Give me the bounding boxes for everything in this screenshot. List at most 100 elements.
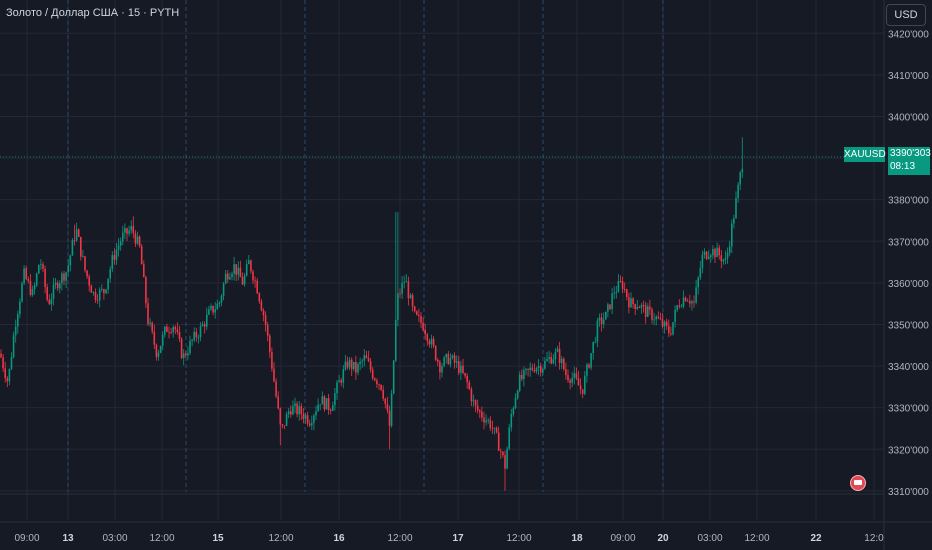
candle-body	[581, 389, 584, 394]
candle-body	[260, 301, 263, 311]
candle-body	[422, 323, 424, 331]
candle-body	[277, 396, 279, 409]
candle-body	[586, 364, 588, 376]
candle-body	[340, 380, 342, 383]
candle-body	[159, 345, 162, 353]
candle-body	[453, 355, 456, 363]
candle-body	[598, 317, 601, 321]
candle-body	[17, 313, 19, 327]
candle-body	[731, 223, 733, 247]
candle-body	[266, 324, 269, 336]
candle-body	[428, 341, 431, 345]
candle-body	[86, 270, 88, 277]
candle-body	[214, 309, 216, 313]
candle-body	[699, 268, 702, 278]
candle-body	[588, 364, 590, 368]
candle-body	[199, 326, 202, 338]
candle-body	[640, 304, 643, 308]
candle-body	[487, 419, 489, 421]
candle-body	[285, 414, 288, 426]
candle-body	[338, 380, 340, 383]
candle-body	[306, 415, 309, 424]
settings-icon[interactable]	[850, 475, 866, 491]
candle-body	[554, 351, 557, 360]
x-tick-label: 22	[810, 533, 822, 544]
candle-body	[657, 316, 660, 319]
candle-body	[531, 367, 534, 370]
candle-body	[44, 269, 46, 288]
candle-body	[703, 251, 706, 255]
candle-body	[367, 358, 370, 362]
x-tick-label: 12:00	[149, 533, 174, 544]
candle-body	[332, 405, 334, 411]
candle-body	[54, 282, 57, 285]
candle-body	[493, 427, 496, 429]
candle-body	[262, 310, 265, 316]
candle-body	[336, 382, 338, 394]
candle-body	[550, 356, 552, 364]
candle-body	[294, 403, 296, 407]
candle-body	[311, 423, 313, 426]
x-tick-label: 03:00	[102, 533, 127, 544]
candle-body	[409, 295, 412, 299]
candle-body	[254, 280, 256, 282]
candle-body	[304, 415, 307, 420]
candle-body	[722, 259, 725, 262]
candle-body	[136, 236, 139, 244]
candle-body	[296, 403, 298, 415]
candle-body	[21, 283, 23, 302]
candle-body	[140, 246, 143, 265]
candle-body	[689, 301, 691, 304]
candle-body	[668, 325, 670, 334]
candle-body	[401, 282, 403, 294]
candle-body	[460, 365, 462, 373]
candle-body	[355, 361, 357, 373]
candle-body	[245, 264, 248, 276]
candle-body	[525, 368, 527, 371]
candle-body	[481, 411, 483, 418]
chart-legend-title[interactable]: Золото / Доллар США · 15 · PYTH	[6, 7, 180, 19]
candle-body	[529, 367, 531, 370]
candle-body	[714, 248, 716, 258]
candle-body	[149, 322, 151, 324]
last-price-value: 3390'303	[890, 148, 931, 159]
candle-body	[353, 361, 355, 370]
candle-body	[407, 281, 410, 299]
candle-body	[122, 232, 124, 242]
candle-body	[504, 455, 506, 469]
candle-body	[168, 331, 170, 333]
candle-body	[153, 331, 156, 345]
candle-body	[710, 255, 712, 257]
candle-body	[298, 406, 300, 415]
candle-body	[187, 353, 189, 356]
candle-body	[124, 228, 126, 233]
candle-body	[271, 352, 273, 369]
candle-body	[227, 273, 229, 280]
candle-body	[558, 348, 561, 364]
candle-body	[449, 358, 452, 365]
candle-body	[615, 291, 618, 293]
currency-button[interactable]: USD	[886, 4, 926, 26]
x-tick-label: 03:00	[697, 533, 722, 544]
candle-body	[193, 331, 195, 340]
x-tick-label: 12:00	[744, 533, 769, 544]
candle-body	[590, 353, 592, 368]
candle-body	[638, 307, 641, 308]
candle-body	[623, 289, 626, 290]
candle-body	[634, 304, 636, 309]
x-tick-label: 12:00	[387, 533, 412, 544]
candle-body	[218, 302, 221, 304]
candle-body	[29, 280, 32, 295]
candle-body	[470, 388, 473, 402]
candle-body	[67, 265, 69, 273]
candle-body	[166, 326, 168, 332]
candle-body	[98, 289, 101, 301]
candle-body	[724, 257, 727, 260]
candle-body	[235, 264, 237, 275]
candle-body	[185, 353, 187, 356]
candle-body	[418, 314, 420, 317]
candle-body	[693, 301, 695, 303]
candle-body	[548, 356, 550, 359]
